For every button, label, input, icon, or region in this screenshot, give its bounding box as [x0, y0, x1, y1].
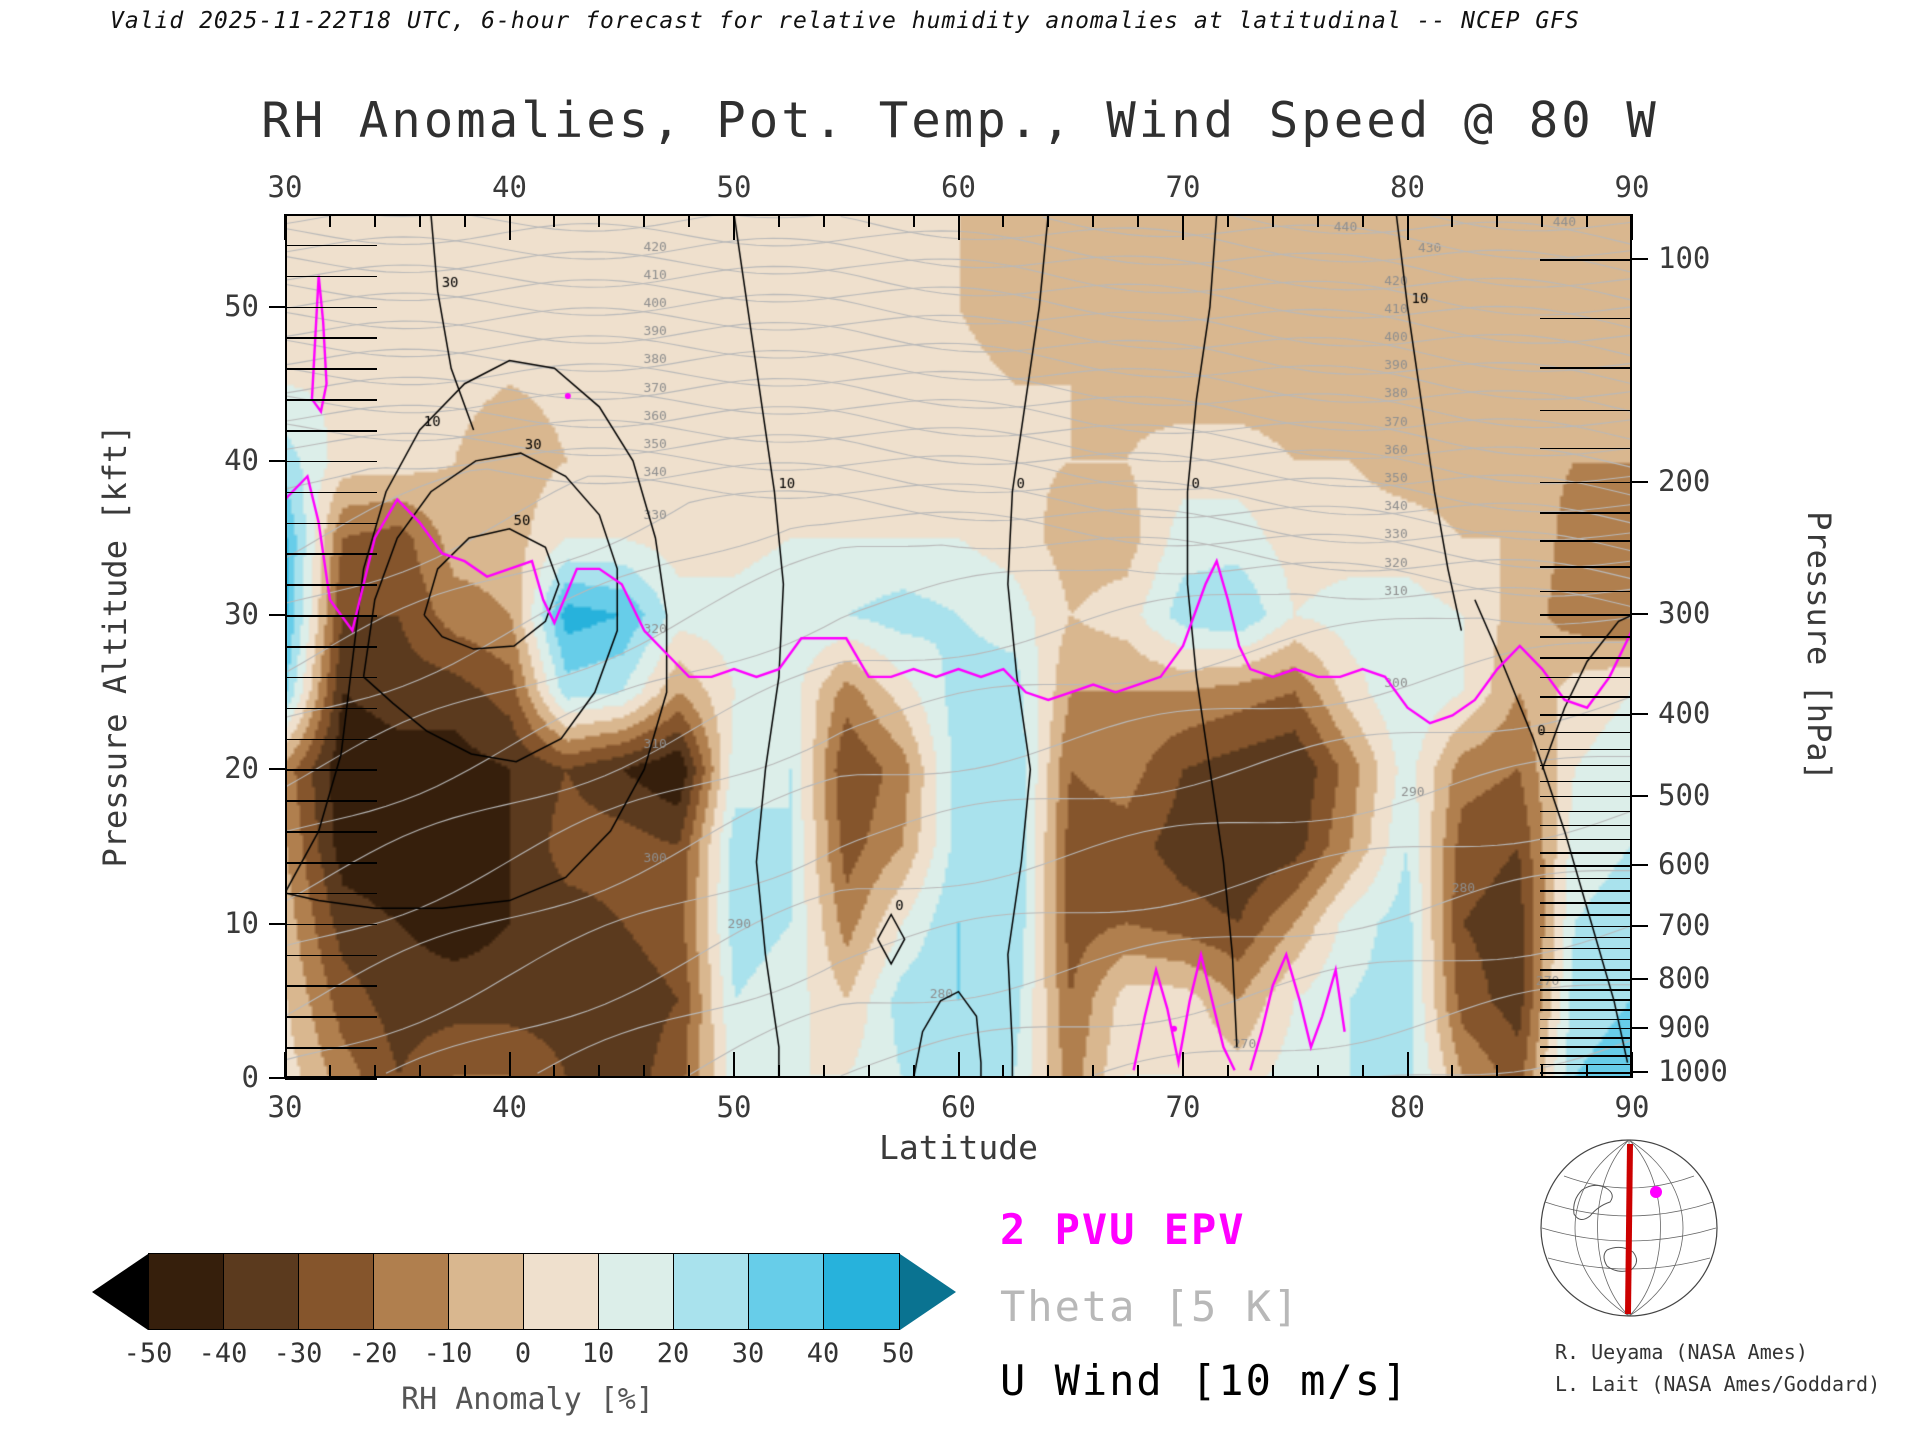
- hpa-tick-label: 900: [1658, 1009, 1711, 1044]
- hpa-tick-outside: [1632, 794, 1648, 797]
- colorbar-tick-label: 0: [514, 1338, 532, 1369]
- colorbar-tick-label: -40: [198, 1338, 248, 1369]
- hpa-tick-outside: [1632, 613, 1648, 616]
- x-tick-label-top: 60: [941, 170, 976, 204]
- hpa-tick-label: 1000: [1658, 1054, 1728, 1089]
- kft-tick-label: 30: [224, 597, 259, 632]
- cross-section-plot: [285, 214, 1632, 1078]
- kft-tick-label: 0: [241, 1060, 259, 1094]
- x-tick-label: 60: [941, 1090, 976, 1124]
- legend-theta: Theta [5 K]: [1000, 1282, 1301, 1331]
- legend-pvu: 2 PVU EPV: [1000, 1205, 1246, 1254]
- colorbar-segments: [148, 1253, 900, 1330]
- x-tick-label: 40: [492, 1090, 527, 1124]
- x-tick-label: 90: [1614, 1090, 1650, 1124]
- hpa-tick-label: 600: [1658, 847, 1711, 882]
- colorbar-tick-label: 10: [581, 1338, 615, 1369]
- hpa-tick-outside: [1632, 480, 1648, 483]
- kft-tick-outside: [269, 1077, 285, 1079]
- colorbar-segment: [374, 1254, 449, 1329]
- hpa-tick-outside: [1632, 924, 1648, 927]
- hpa-tick-label: 400: [1658, 696, 1711, 731]
- inset-80w-meridian: [1625, 1143, 1633, 1315]
- kft-tick-outside: [269, 305, 285, 308]
- x-tick-label: 30: [267, 1090, 303, 1124]
- credit-line-1: R. Ueyama (NASA Ames): [1555, 1340, 1808, 1364]
- valid-time-line: Valid 2025-11-22T18 UTC, 6-hour forecast…: [110, 8, 1580, 34]
- hpa-tick-label: 700: [1658, 907, 1711, 942]
- colorbar-segment: [599, 1254, 674, 1329]
- colorbar-segment: [524, 1254, 599, 1329]
- inset-location-marker: [1650, 1186, 1662, 1198]
- hpa-tick-label: 500: [1658, 777, 1711, 812]
- legend-uwind: U Wind [10 m/s]: [1000, 1356, 1410, 1405]
- x-tick-label-top: 90: [1614, 170, 1650, 204]
- colorbar-tick-label: -30: [273, 1338, 323, 1369]
- colorbar-tick-label: 30: [731, 1338, 765, 1369]
- x-tick-label-top: 80: [1390, 170, 1425, 204]
- colorbar: [92, 1253, 956, 1330]
- kft-tick-label: 20: [224, 751, 259, 786]
- x-tick-label: 50: [716, 1090, 752, 1124]
- colorbar-segment: [824, 1254, 899, 1329]
- hpa-tick-label: 200: [1658, 463, 1711, 498]
- kft-tick-outside: [269, 922, 285, 925]
- hpa-tick-outside: [1632, 864, 1648, 867]
- kft-tick-label: 40: [224, 442, 259, 477]
- colorbar-over-arrow: [900, 1253, 956, 1330]
- hpa-tick-label: 300: [1658, 596, 1711, 631]
- colorbar-tick-label: -20: [348, 1338, 398, 1369]
- colorbar-segment: [749, 1254, 824, 1329]
- hpa-tick-outside: [1632, 713, 1648, 716]
- kft-tick-inside: [285, 1078, 377, 1080]
- hpa-tick-outside: [1632, 1071, 1648, 1074]
- kft-tick-outside: [269, 459, 285, 462]
- x-tick-label: 70: [1165, 1090, 1201, 1124]
- colorbar-segment: [299, 1254, 374, 1329]
- hpa-tick-label: 800: [1658, 961, 1711, 996]
- kft-tick-outside: [269, 614, 285, 617]
- colorbar-segment: [674, 1254, 749, 1329]
- colorbar-label: RH Anomaly [%]: [401, 1382, 654, 1417]
- x-tick-label-top: 40: [492, 170, 527, 204]
- colorbar-tick-label: -10: [423, 1338, 473, 1369]
- colorbar-tick-label: -50: [123, 1338, 173, 1369]
- inset-globe: [1540, 1139, 1718, 1317]
- hpa-tick-outside: [1632, 258, 1648, 260]
- colorbar-segment: [149, 1254, 224, 1329]
- kft-tick-label: 10: [224, 905, 259, 940]
- y-axis-label-right: Pressure [hPa]: [1800, 511, 1838, 781]
- colorbar-segment: [449, 1254, 524, 1329]
- x-tick-label: 80: [1390, 1090, 1425, 1124]
- credit-line-2: L. Lait (NASA Ames/Goddard): [1555, 1372, 1881, 1396]
- colorbar-segment: [224, 1254, 299, 1329]
- kft-tick-outside: [269, 768, 285, 771]
- x-tick-label-top: 50: [716, 170, 752, 204]
- x-tick-label-top: 30: [267, 170, 303, 204]
- colorbar-under-arrow: [92, 1253, 148, 1330]
- hpa-tick-outside: [1632, 978, 1648, 981]
- x-axis-label: Latitude: [879, 1128, 1038, 1167]
- colorbar-tick-label: 50: [881, 1338, 915, 1369]
- colorbar-tick-label: 40: [806, 1338, 840, 1369]
- kft-tick-label: 50: [224, 288, 259, 323]
- x-tick-label-top: 70: [1165, 170, 1201, 204]
- hpa-tick-outside: [1632, 1026, 1648, 1029]
- colorbar-tick-label: 20: [656, 1338, 690, 1369]
- page-title: RH Anomalies, Pot. Temp., Wind Speed @ 8…: [261, 92, 1659, 149]
- hpa-tick-label: 100: [1658, 241, 1711, 275]
- y-axis-label-left: Pressure Altitude [kft]: [96, 424, 134, 868]
